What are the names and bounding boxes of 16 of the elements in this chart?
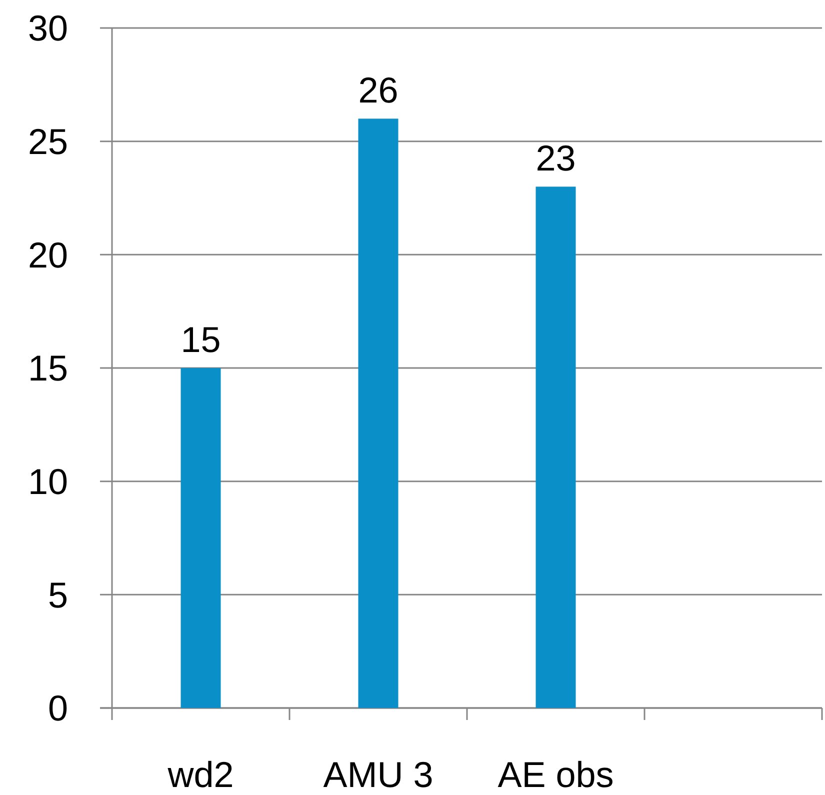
y-tick-label: 15: [28, 348, 68, 389]
y-tick-label: 20: [28, 234, 68, 276]
y-tick-label: 30: [28, 8, 68, 49]
data-label: 26: [358, 70, 398, 111]
y-tick-label: 25: [28, 120, 68, 162]
data-label: 15: [180, 319, 221, 360]
y-tick-label: 10: [28, 460, 68, 502]
data-label: 23: [536, 138, 576, 179]
y-tick-label: 0: [48, 688, 68, 729]
x-tick-label: AE obs: [498, 754, 614, 795]
y-tick-label: 5: [48, 574, 68, 616]
bar: [536, 186, 576, 708]
x-tick-label: AMU 3: [323, 754, 434, 795]
x-tick-label: wd2: [166, 754, 234, 795]
bar: [180, 368, 221, 708]
bar: [358, 118, 398, 708]
